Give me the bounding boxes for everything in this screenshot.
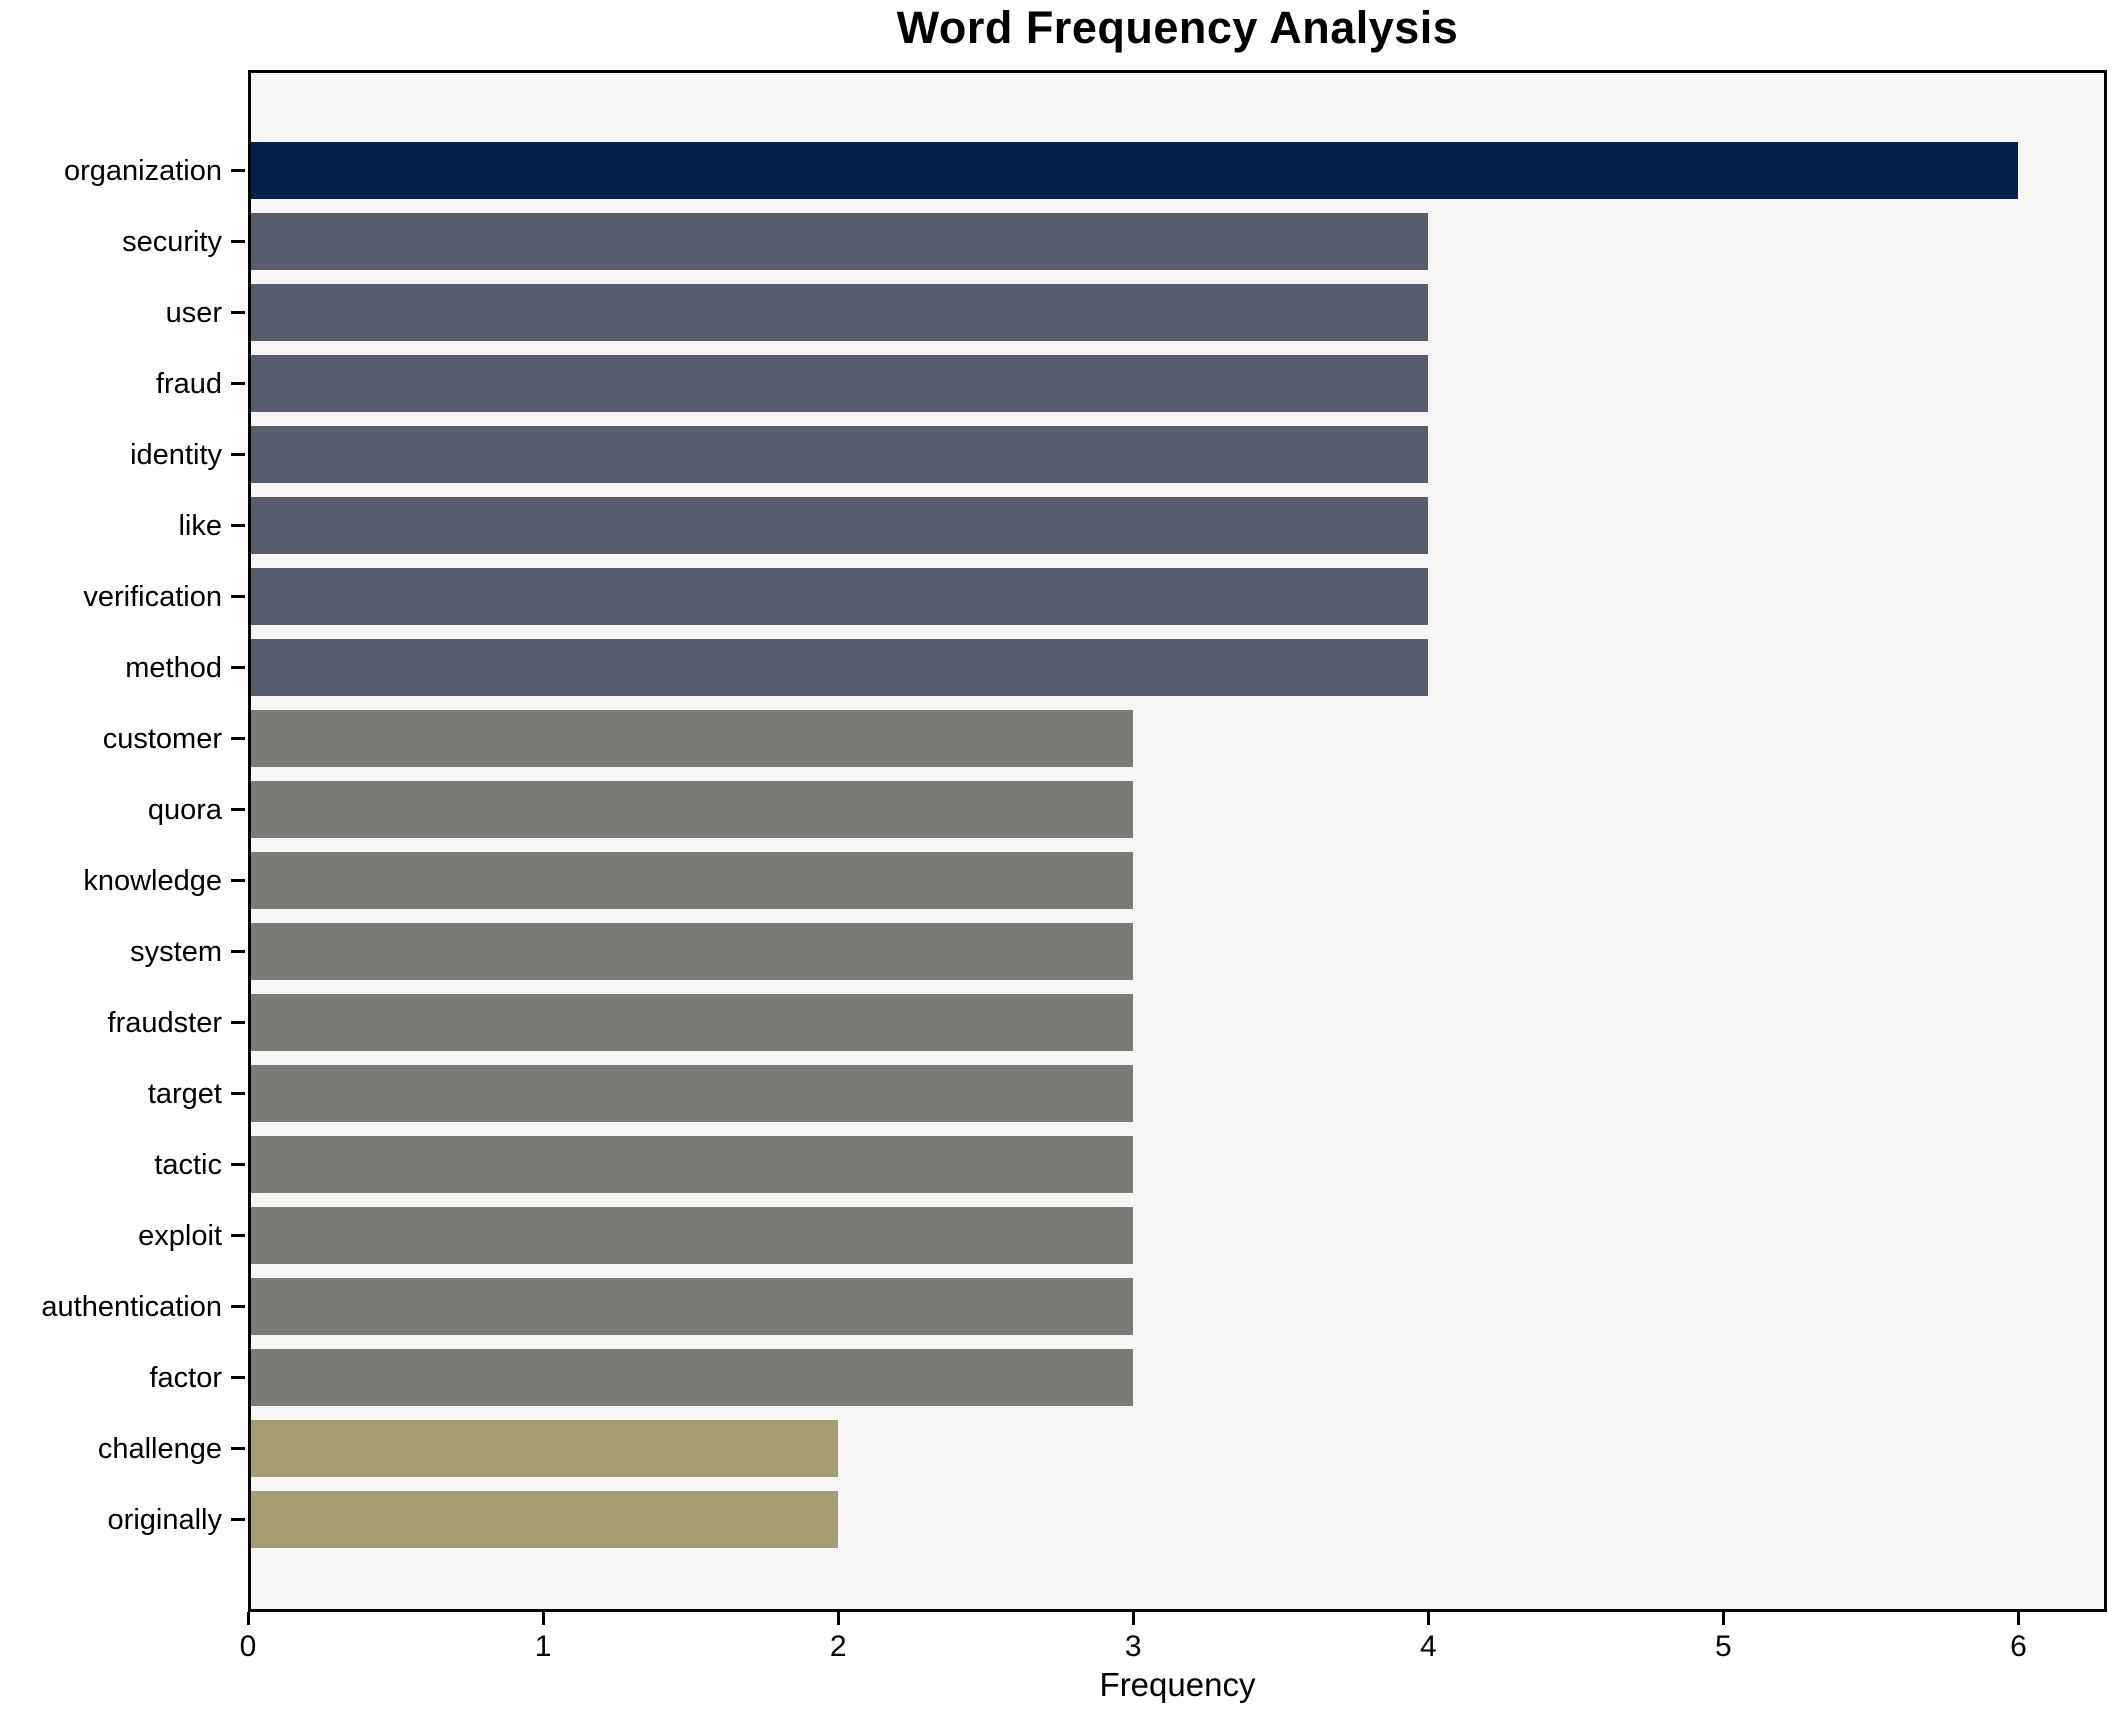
x-tick-mark xyxy=(1131,1612,1135,1625)
y-tick-mark xyxy=(231,1518,245,1521)
bar-user xyxy=(251,284,1429,341)
bar-factor xyxy=(251,1349,1134,1406)
y-tick-label-target: target xyxy=(147,1077,222,1110)
x-axis-label: Frequency xyxy=(1099,1666,1256,1703)
x-tick-mark xyxy=(836,1612,840,1625)
y-tick-label-exploit: exploit xyxy=(138,1219,222,1252)
y-tick-mark xyxy=(231,240,245,243)
y-tick-label-fraud: fraud xyxy=(155,367,222,400)
y-tick-mark xyxy=(231,1021,245,1024)
plot-area xyxy=(248,70,2107,1612)
x-tick-label-1: 1 xyxy=(534,1630,552,1663)
x-tick-label-0: 0 xyxy=(239,1630,257,1663)
x-tick-mark xyxy=(246,1612,250,1625)
x-tick-mark xyxy=(1721,1612,1725,1625)
bar-target xyxy=(251,1065,1134,1122)
bar-fraud xyxy=(251,355,1429,412)
y-tick-label-system: system xyxy=(130,935,222,968)
y-tick-mark xyxy=(231,1163,245,1166)
bar-fraudster xyxy=(251,994,1134,1051)
y-tick-mark xyxy=(231,524,245,527)
y-tick-mark xyxy=(231,382,245,385)
y-tick-mark xyxy=(231,1234,245,1237)
y-tick-mark xyxy=(231,1092,245,1095)
bar-like xyxy=(251,497,1429,554)
y-tick-mark xyxy=(231,879,245,882)
y-tick-mark xyxy=(231,950,245,953)
bar-knowledge xyxy=(251,852,1134,909)
bar-method xyxy=(251,639,1429,696)
y-tick-label-fraudster: fraudster xyxy=(107,1006,222,1039)
y-tick-mark xyxy=(231,808,245,811)
bar-identity xyxy=(251,426,1429,483)
bar-customer xyxy=(251,710,1134,767)
x-tick-label-6: 6 xyxy=(2010,1630,2027,1663)
x-tick-label-5: 5 xyxy=(1715,1630,1732,1663)
y-tick-mark xyxy=(231,737,245,740)
y-tick-label-challenge: challenge xyxy=(97,1432,222,1465)
bar-quora xyxy=(251,781,1134,838)
bar-system xyxy=(251,923,1134,980)
y-tick-label-quora: quora xyxy=(147,793,222,826)
bar-exploit xyxy=(251,1207,1134,1264)
y-tick-label-user: user xyxy=(165,296,222,329)
y-tick-label-verification: verification xyxy=(83,580,222,613)
bar-security xyxy=(251,213,1429,270)
x-tick-mark xyxy=(541,1612,545,1625)
x-tick-label-4: 4 xyxy=(1419,1630,1437,1663)
y-tick-label-method: method xyxy=(125,651,222,684)
y-tick-mark xyxy=(231,311,245,314)
y-tick-mark xyxy=(231,1376,245,1379)
x-tick-mark xyxy=(1426,1612,1430,1625)
bar-challenge xyxy=(251,1420,839,1477)
y-tick-label-security: security xyxy=(122,225,222,258)
bar-organization xyxy=(251,142,2019,199)
y-tick-mark xyxy=(231,1447,245,1450)
y-tick-mark xyxy=(231,453,245,456)
bar-tactic xyxy=(251,1136,1134,1193)
y-tick-label-like: like xyxy=(178,509,222,542)
y-tick-label-knowledge: knowledge xyxy=(83,864,222,897)
y-tick-label-organization: organization xyxy=(64,154,222,187)
y-tick-mark xyxy=(231,595,245,598)
y-tick-mark xyxy=(231,666,245,669)
y-tick-label-customer: customer xyxy=(102,722,222,755)
y-tick-label-factor: factor xyxy=(149,1361,222,1394)
bar-originally xyxy=(251,1491,839,1548)
x-tick-label-2: 2 xyxy=(829,1630,847,1663)
x-tick-label-3: 3 xyxy=(1124,1630,1142,1663)
y-tick-label-identity: identity xyxy=(130,438,222,471)
y-tick-mark xyxy=(231,169,245,172)
bar-authentication xyxy=(251,1278,1134,1335)
y-tick-label-originally: originally xyxy=(107,1503,222,1536)
y-tick-label-tactic: tactic xyxy=(154,1148,222,1181)
y-tick-label-authentication: authentication xyxy=(41,1290,222,1323)
chart-title: Word Frequency Analysis xyxy=(896,2,1459,53)
x-tick-mark xyxy=(2016,1612,2020,1625)
bar-verification xyxy=(251,568,1429,625)
y-tick-mark xyxy=(231,1305,245,1308)
